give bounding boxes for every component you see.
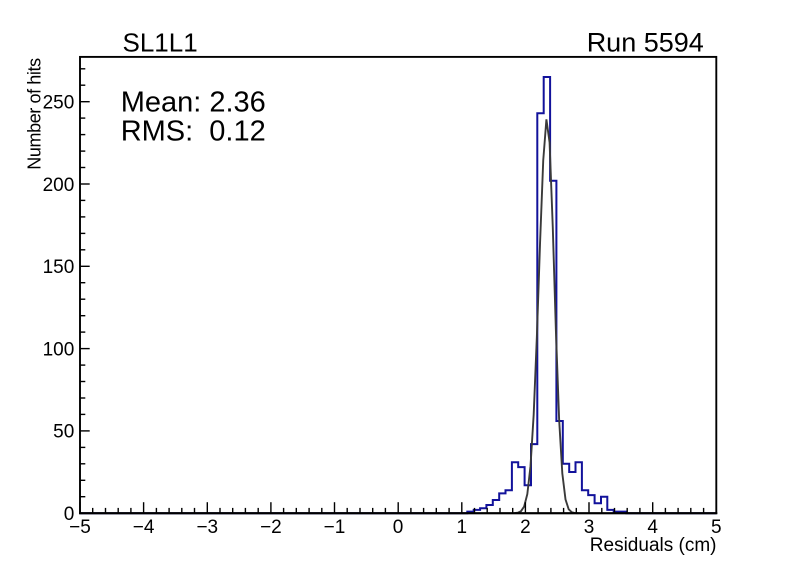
svg-text:4: 4 [647, 517, 658, 538]
svg-text:0: 0 [393, 517, 404, 538]
svg-text:3: 3 [584, 517, 595, 538]
svg-text:−1: −1 [324, 517, 346, 538]
svg-text:Residuals (cm): Residuals (cm) [590, 535, 717, 556]
svg-text:SL1L1: SL1L1 [123, 28, 198, 58]
svg-text:5: 5 [711, 517, 722, 538]
svg-text:Run 5594: Run 5594 [587, 27, 704, 57]
svg-text:250: 250 [43, 93, 75, 114]
svg-text:2: 2 [520, 517, 531, 538]
svg-text:Number of hits: Number of hits [25, 58, 45, 170]
svg-text:−4: −4 [133, 517, 155, 538]
svg-text:−3: −3 [196, 517, 218, 538]
svg-text:100: 100 [43, 339, 75, 360]
svg-text:1: 1 [457, 517, 468, 538]
svg-text:0: 0 [64, 504, 75, 525]
svg-text:150: 150 [43, 257, 75, 278]
svg-text:200: 200 [43, 175, 75, 196]
svg-text:Mean: 2.36: Mean: 2.36 [121, 86, 266, 118]
svg-text:RMS: 0.12: RMS: 0.12 [121, 115, 266, 147]
svg-text:−2: −2 [260, 517, 282, 538]
svg-text:50: 50 [53, 422, 74, 443]
svg-text:−5: −5 [69, 517, 91, 538]
